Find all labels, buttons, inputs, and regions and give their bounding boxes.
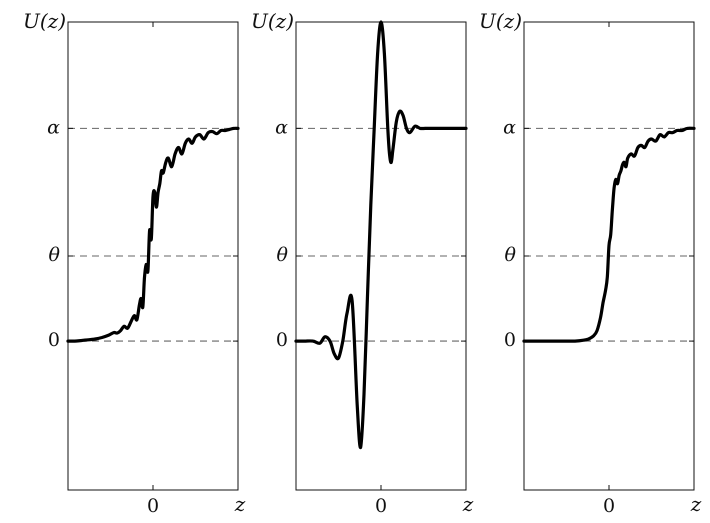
reference-lines (68, 127, 238, 342)
panel-1: U(z) z α θ 0 0 (23, 9, 246, 517)
panel-3: U(z) z α θ 0 0 (479, 9, 702, 517)
x-axis-label: z (462, 492, 474, 516)
y-tick-label-alpha: α (47, 116, 60, 138)
y-tick-label-alpha: α (275, 116, 288, 138)
y-tick-label-theta: θ (277, 244, 289, 266)
x-axis-label: z (234, 492, 246, 516)
y-tick-label-zero: 0 (276, 329, 288, 351)
y-tick-label-zero: 0 (48, 329, 60, 351)
panel-2: U(z) z α θ 0 0 (251, 9, 474, 517)
y-tick-label-theta: θ (505, 244, 517, 266)
y-axis-label: U(z) (479, 9, 522, 33)
reference-lines (524, 127, 694, 342)
x-axis-label: z (690, 492, 702, 516)
reference-lines (296, 127, 466, 342)
y-axis-label: U(z) (251, 9, 294, 33)
series-line-u-of-z (294, 20, 468, 450)
x-tick-label-zero: 0 (603, 495, 615, 517)
y-axis-label: U(z) (23, 9, 66, 33)
x-tick-label-zero: 0 (147, 495, 159, 517)
series-line-u-of-z (66, 126, 240, 343)
x-tick-label-zero: 0 (375, 495, 387, 517)
y-tick-label-zero: 0 (504, 329, 516, 351)
y-tick-label-theta: θ (49, 244, 61, 266)
series-line-u-of-z (522, 126, 696, 343)
y-tick-label-alpha: α (503, 116, 516, 138)
